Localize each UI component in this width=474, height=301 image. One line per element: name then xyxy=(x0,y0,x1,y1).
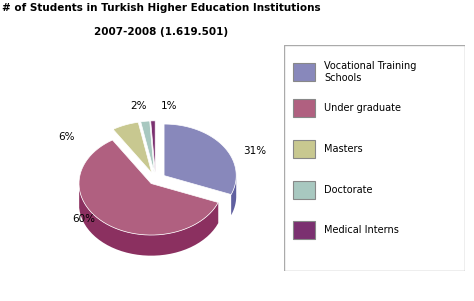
Text: Under graduate: Under graduate xyxy=(324,103,401,113)
Text: 31%: 31% xyxy=(244,145,267,156)
Text: 2%: 2% xyxy=(130,101,146,111)
Bar xyxy=(293,221,315,239)
Text: 2007-2008 (1.619.501): 2007-2008 (1.619.501) xyxy=(94,27,228,37)
Polygon shape xyxy=(164,124,236,194)
Polygon shape xyxy=(231,177,236,215)
Polygon shape xyxy=(79,187,218,256)
Polygon shape xyxy=(151,121,155,172)
Text: 1%: 1% xyxy=(161,101,178,111)
Bar xyxy=(293,99,315,117)
Text: Masters: Masters xyxy=(324,144,363,154)
Polygon shape xyxy=(113,122,152,173)
Text: Medical Interns: Medical Interns xyxy=(324,225,399,235)
Bar xyxy=(293,63,315,81)
Text: Vocational Training
Schools: Vocational Training Schools xyxy=(324,61,416,83)
Text: Doctorate: Doctorate xyxy=(324,185,373,195)
Text: # of Students in Turkish Higher Education Institutions: # of Students in Turkish Higher Educatio… xyxy=(2,3,320,13)
Text: 60%: 60% xyxy=(72,214,95,224)
Bar xyxy=(293,140,315,158)
Text: 6%: 6% xyxy=(58,132,74,142)
Polygon shape xyxy=(79,140,218,235)
Polygon shape xyxy=(141,121,154,172)
Bar xyxy=(293,181,315,199)
